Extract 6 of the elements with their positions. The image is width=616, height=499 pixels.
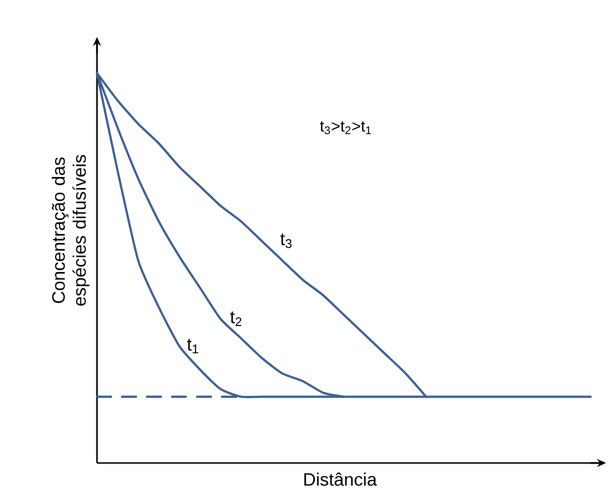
x-axis-title: Distância: [304, 472, 377, 486]
series-label: t$_{2}$: [230, 312, 242, 326]
series-label: t$_{1}$: [187, 338, 198, 354]
series-label: t$_{3}$: [280, 233, 292, 248]
annotation: t$_{3}$>t$_{2}$>t$_{1}$: [320, 121, 371, 134]
y-axis-title: Concentração das espécies difusíveis: [52, 154, 90, 306]
